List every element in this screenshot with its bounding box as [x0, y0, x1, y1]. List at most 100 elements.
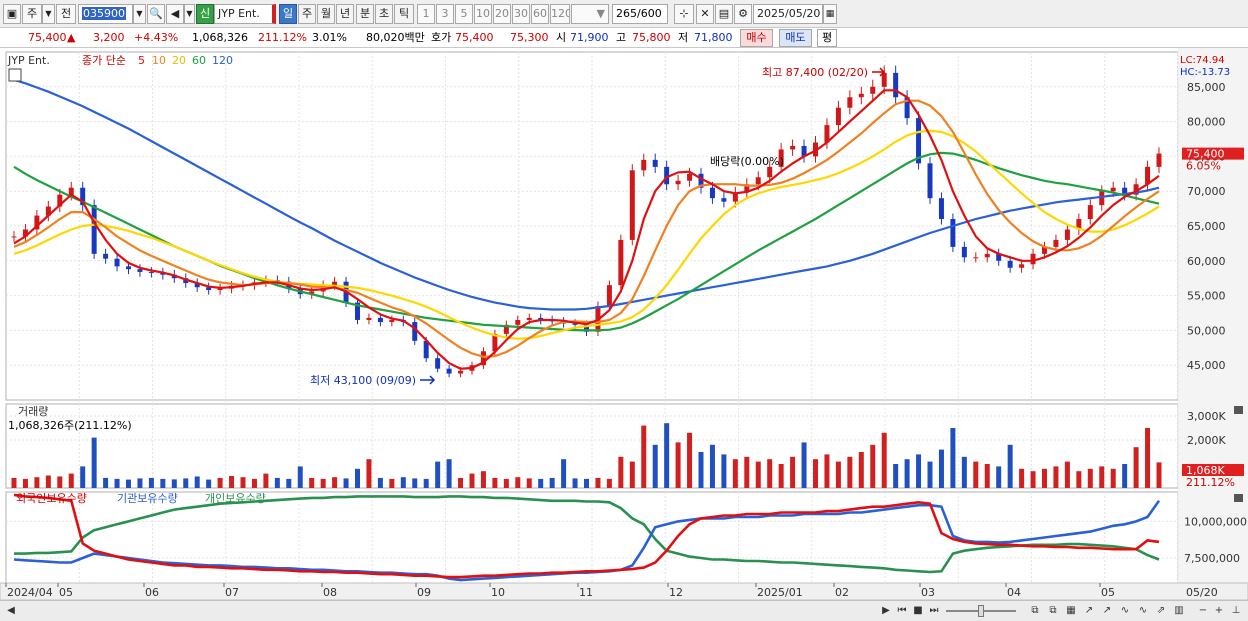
volume-bar — [916, 454, 922, 488]
prev-button[interactable]: 전 — [56, 4, 76, 24]
high-arrow-icon — [872, 67, 886, 77]
candle-body — [755, 177, 761, 185]
wave-icon[interactable]: ∿ — [1120, 605, 1130, 616]
period-week-tab[interactable]: 주 — [298, 4, 316, 24]
new-button[interactable]: 신 — [196, 4, 214, 24]
volume-bar — [847, 456, 853, 488]
period-day-tab[interactable]: 일 — [279, 4, 297, 24]
candle-body — [217, 288, 223, 291]
save-icon[interactable]: ▤ — [715, 4, 733, 24]
scroll-stop-icon[interactable]: ■ — [913, 605, 923, 616]
calendar-icon[interactable]: ▦ — [823, 4, 837, 24]
wave2-icon[interactable]: ∿ — [1138, 605, 1148, 616]
price-panel-name: JYP Ent. — [7, 54, 50, 67]
quote-bar: 75,400 ▲ 3,200 +4.43% 1,068,326 211.12% … — [0, 28, 1248, 48]
interval-5[interactable]: 5 — [455, 4, 473, 24]
x-tick-label: 05/20 — [1186, 586, 1218, 599]
sell-button[interactable]: 매도 — [779, 29, 812, 47]
buy-button[interactable]: 매수 — [740, 29, 773, 47]
volume-bar — [790, 456, 796, 488]
scroll-left-icon[interactable]: ◀ — [7, 605, 15, 616]
candle-body — [68, 187, 74, 195]
volume-current-tag-text: 1,068K — [1186, 464, 1225, 477]
layout-icon[interactable]: ▣ — [3, 4, 21, 24]
price-change: 3,200 — [93, 31, 125, 44]
period-minute-tab[interactable]: 분 — [356, 4, 374, 24]
x-tick-label: 04 — [1007, 586, 1021, 599]
candle-body — [732, 192, 738, 202]
volume-bar — [870, 444, 876, 488]
period-year-tab[interactable]: 년 — [336, 4, 354, 24]
trend-icon[interactable]: ↗ — [1084, 605, 1094, 616]
scroll-right-icon[interactable]: ▶ — [882, 605, 890, 616]
x-axis-bg — [0, 582, 1248, 600]
scrollbar[interactable]: ◀ ▶ ⏮ ■ ⏭ ⧉ ⧉ ▦ ↗ ↗ ∿ ∿ ⇗ ▥ − + ⊥ — [0, 600, 1248, 621]
interval-dropdown-icon[interactable]: ▼ — [571, 4, 609, 24]
export-icon[interactable]: ⇗ — [1156, 605, 1166, 616]
zoom-in-icon[interactable]: + — [1214, 605, 1224, 616]
zoom-slider-handle[interactable] — [978, 605, 984, 617]
panel-close-icon[interactable] — [1234, 406, 1243, 414]
interval-10[interactable]: 10 — [474, 4, 492, 24]
candle-body — [1053, 239, 1059, 247]
price-tick-label: 70,000 — [1187, 185, 1226, 198]
search-icon[interactable]: 🔍 — [147, 4, 165, 24]
x-tick-label: 11 — [579, 586, 593, 599]
gear-icon[interactable]: ⚙ — [734, 4, 752, 24]
tools-icon[interactable]: ✕ — [696, 4, 714, 24]
reset-icon[interactable]: ⊥ — [1231, 605, 1241, 616]
stock-name-field[interactable]: JYP Ent. — [214, 4, 276, 24]
period-month-tab[interactable]: 월 — [317, 4, 335, 24]
volume-bar — [389, 478, 395, 488]
date-field[interactable]: 2025/05/20 — [753, 4, 823, 24]
candle-body — [721, 198, 727, 202]
zoom-out-icon[interactable]: − — [1198, 605, 1208, 616]
open-price: 71,900 — [570, 31, 609, 44]
interval-120[interactable]: 120 — [550, 4, 570, 24]
scroll-last-icon[interactable]: ⏭ — [929, 605, 939, 616]
institution-holdings-line — [13, 500, 1161, 582]
volume-bar — [687, 432, 693, 488]
crosshair-icon[interactable]: ⊹ — [674, 4, 694, 24]
candle-body — [435, 358, 441, 369]
interval-20[interactable]: 20 — [493, 4, 511, 24]
candle-body — [492, 333, 498, 352]
eval-button[interactable]: 평 — [817, 29, 837, 47]
volume-bar — [1133, 447, 1139, 488]
market-type-select[interactable]: 주 — [22, 4, 42, 24]
code-dropdown-icon[interactable]: ▼ — [133, 4, 146, 24]
current-price-tag-text: 75,400 — [1186, 148, 1225, 161]
price-tick-label: 55,000 — [1187, 290, 1226, 303]
period-tick-tab[interactable]: 틱 — [394, 4, 414, 24]
price-panel — [11, 65, 1162, 385]
candle-body — [881, 72, 887, 87]
current-price-tag — [1182, 147, 1244, 160]
window-icon[interactable]: ⧉ — [1031, 605, 1039, 616]
volume-bar — [1030, 471, 1036, 488]
market-type-dropdown-icon[interactable]: ▼ — [42, 4, 55, 24]
chart-icon[interactable]: ▥ — [1174, 605, 1184, 616]
interval-3[interactable]: 3 — [436, 4, 454, 24]
volume-bar — [103, 477, 109, 488]
interval-1[interactable]: 1 — [417, 4, 435, 24]
window2-icon[interactable]: ⧉ — [1049, 605, 1057, 616]
scroll-first-icon[interactable]: ⏮ — [897, 605, 907, 616]
individual-holdings-line — [14, 495, 1160, 574]
stock-code-input[interactable]: 035900 — [78, 4, 133, 24]
stock-chart[interactable]: 85,00080,00075,00070,00065,00060,00055,0… — [0, 48, 1248, 600]
layout2-icon[interactable]: ▦ — [1066, 605, 1076, 616]
count-field[interactable]: 265/600 — [612, 4, 668, 24]
panel-close-icon[interactable] — [1234, 494, 1243, 502]
interval-60[interactable]: 60 — [531, 4, 549, 24]
interval-30[interactable]: 30 — [512, 4, 530, 24]
open-label: 시 — [556, 31, 567, 44]
grid-toggle-icon[interactable] — [8, 68, 22, 82]
trend2-icon[interactable]: ↗ — [1102, 605, 1112, 616]
volume-bar — [709, 444, 715, 488]
y-axis-bg — [1178, 48, 1248, 600]
volume-bar — [652, 444, 658, 488]
sound-icon[interactable]: ◀ — [166, 4, 184, 24]
sound-dropdown-icon[interactable]: ▼ — [184, 4, 195, 24]
period-second-tab[interactable]: 초 — [375, 4, 393, 24]
volume-bar — [1145, 428, 1151, 488]
